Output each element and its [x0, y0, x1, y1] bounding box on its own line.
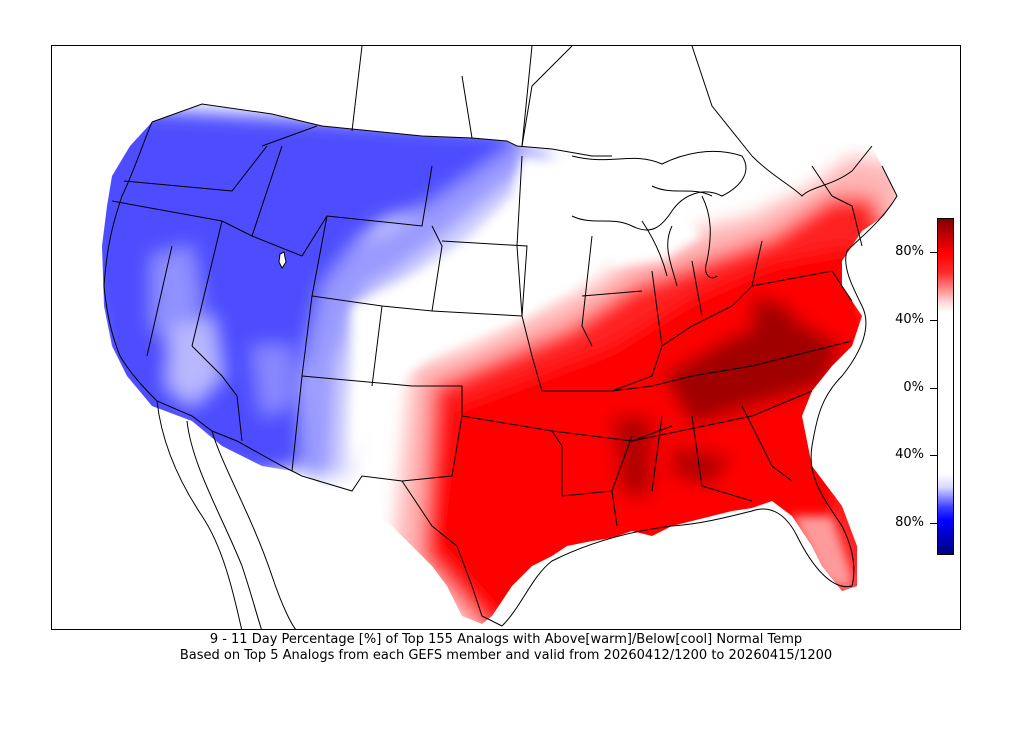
colorbar-tick-label: 40% [895, 312, 924, 327]
caption-line-2: Based on Top 5 Analogs from each GEFS me… [179, 648, 833, 663]
colorbar-tick [930, 320, 937, 321]
figure-caption: 9 - 11 Day Percentage [%] of Top 155 Ana… [0, 632, 1012, 664]
colorbar-tick-label: 0% [903, 380, 924, 395]
map-panel [51, 45, 961, 630]
colorbar-tick [930, 523, 937, 524]
colorbar-tick [930, 388, 937, 389]
borders [103, 46, 898, 629]
caption-line-1: 9 - 11 Day Percentage [%] of Top 155 Ana… [209, 632, 803, 647]
colorbar-tick-label: 80% [895, 244, 924, 259]
colorbar-tick-label: 40% [895, 447, 924, 462]
probability-field [102, 104, 897, 624]
colorbar-tick [930, 252, 937, 253]
map-canvas [102, 46, 898, 629]
great-salt-lake [278, 251, 287, 269]
colorbar-tick [930, 455, 937, 456]
colorbar [937, 218, 954, 555]
colorbar-tick-label: 80% [895, 515, 924, 530]
